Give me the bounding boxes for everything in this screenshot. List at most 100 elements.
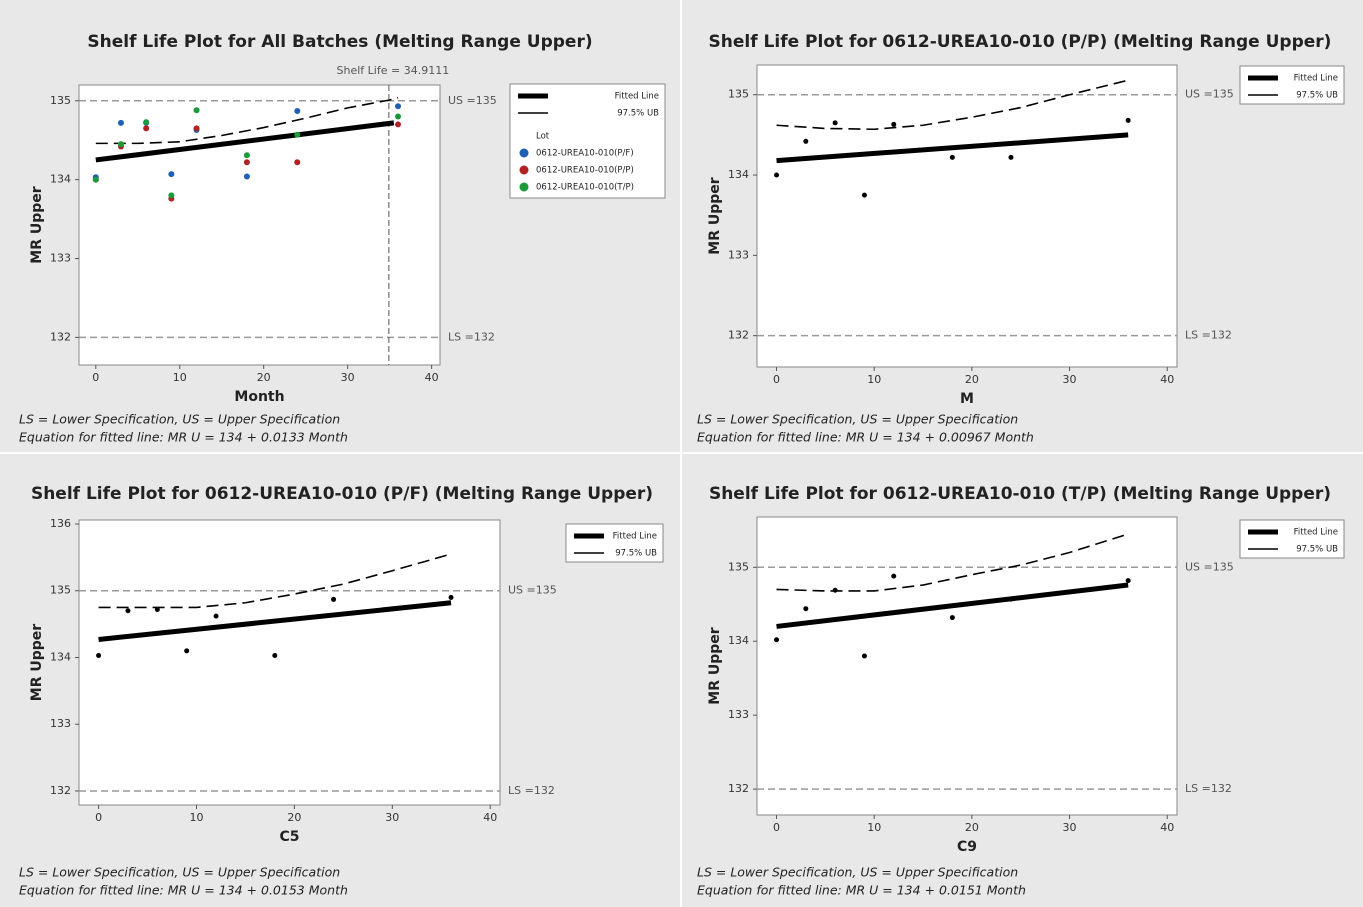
y-axis-label: MR Upper (29, 624, 45, 701)
data-point (184, 648, 190, 654)
data-point (193, 125, 200, 132)
data-point (96, 652, 102, 658)
legend-title: Lot (536, 132, 550, 142)
y-tick-label: 136 (50, 517, 71, 530)
legend-box (1239, 519, 1345, 559)
data-point (1125, 117, 1131, 123)
x-axis-label: Month (234, 389, 284, 405)
y-tick-label: 134 (50, 650, 71, 663)
legend-box (1239, 65, 1345, 105)
y-tick-label: 132 (728, 782, 749, 795)
data-point (117, 119, 124, 126)
plot-area (78, 519, 501, 806)
legend-box (509, 83, 666, 199)
x-tick-label: 20 (965, 821, 979, 834)
spec-label: US =135 (1185, 560, 1234, 573)
y-tick-label: 134 (50, 173, 71, 186)
x-tick-label: 10 (173, 371, 187, 384)
spec-label: LS =132 (448, 330, 495, 343)
x-tick-label: 40 (1160, 373, 1174, 386)
fitted-line (776, 582, 1129, 629)
upper-bound-line (776, 79, 1129, 131)
x-tick-label: 0 (773, 373, 780, 386)
plot-area (756, 64, 1178, 368)
x-tick-label: 30 (1063, 373, 1077, 386)
data-point (949, 154, 955, 160)
spec-label: LS =132 (1185, 782, 1232, 795)
data-point (395, 113, 402, 120)
legend-swatch (519, 182, 529, 192)
footnote: Equation for fitted line: MR U = 134 + 0… (697, 883, 1026, 898)
legend-label: 97.5% UB (1296, 545, 1338, 555)
data-point (949, 615, 955, 621)
spec-label: US =135 (448, 94, 497, 107)
data-point (213, 613, 219, 619)
data-point (832, 587, 838, 593)
legend-label: 97.5% UB (617, 109, 659, 119)
y-tick-label: 135 (50, 584, 71, 597)
chart-panel: Shelf Life Plot for 0612-UREA10-010 (T/P… (697, 484, 1345, 898)
chart-title: Shelf Life Plot for All Batches (Melting… (87, 32, 592, 52)
legend-label: 0612-UREA10-010(P/P) (536, 166, 634, 176)
spec-label: LS =132 (1185, 329, 1232, 342)
data-point (168, 192, 175, 199)
x-tick-label: 30 (1063, 821, 1077, 834)
y-tick-label: 133 (728, 248, 749, 261)
data-point (774, 637, 780, 643)
data-point (861, 653, 867, 659)
data-point (803, 606, 809, 612)
plot-area (756, 516, 1178, 816)
footnote: Equation for fitted line: MR U = 134 + 0… (19, 430, 348, 445)
y-tick-label: 132 (50, 330, 71, 343)
spec-label: US =135 (508, 584, 557, 597)
data-point (1125, 578, 1131, 584)
data-point (143, 125, 150, 132)
footnote: Equation for fitted line: MR U = 134 + 0… (19, 883, 348, 898)
fitted-line (776, 132, 1129, 164)
y-axis-label: MR Upper (29, 186, 45, 263)
legend-label: 97.5% UB (1296, 91, 1338, 101)
legend-swatch (519, 148, 529, 158)
y-tick-label: 134 (728, 634, 749, 647)
chart-title: Shelf Life Plot for 0612-UREA10-010 (P/P… (709, 32, 1332, 52)
x-axis-label: C9 (957, 839, 977, 855)
data-point (168, 171, 175, 178)
y-tick-label: 135 (728, 560, 749, 573)
x-tick-label: 20 (257, 371, 271, 384)
y-axis-label: MR Upper (707, 627, 723, 704)
footnote: Equation for fitted line: MR U = 134 + 0… (697, 430, 1034, 445)
x-tick-label: 0 (95, 811, 102, 824)
x-tick-label: 40 (483, 811, 497, 824)
y-tick-label: 133 (728, 708, 749, 721)
chart-panel: Shelf Life Plot for 0612-UREA10-010 (P/P… (697, 32, 1345, 445)
plot-area (78, 84, 441, 366)
footnote: LS = Lower Specification, US = Upper Spe… (19, 865, 340, 880)
y-tick-label: 132 (728, 329, 749, 342)
x-tick-label: 0 (92, 371, 99, 384)
data-point (331, 596, 337, 602)
legend-label: Fitted Line (615, 92, 659, 102)
data-point (832, 120, 838, 126)
data-point (861, 192, 867, 198)
legend-label: 0612-UREA10-010(T/P) (536, 183, 634, 193)
y-tick-label: 133 (50, 717, 71, 730)
data-point (193, 107, 200, 114)
upper-bound-line (98, 553, 452, 609)
x-tick-label: 40 (425, 371, 439, 384)
legend-label: Fitted Line (1294, 528, 1338, 538)
chart-title: Shelf Life Plot for 0612-UREA10-010 (T/P… (709, 484, 1331, 504)
data-point (774, 172, 780, 178)
x-tick-label: 40 (1160, 821, 1174, 834)
legend-label: Fitted Line (613, 532, 657, 542)
legend-label: 0612-UREA10-010(P/F) (536, 149, 634, 159)
x-tick-label: 20 (287, 811, 301, 824)
data-point (448, 594, 454, 600)
footnote: LS = Lower Specification, US = Upper Spe… (697, 865, 1018, 880)
upper-bound-line (95, 96, 399, 145)
footnote: LS = Lower Specification, US = Upper Spe… (19, 412, 340, 427)
y-tick-label: 134 (728, 168, 749, 181)
x-tick-label: 20 (965, 373, 979, 386)
y-axis-label: MR Upper (707, 177, 723, 254)
data-point (272, 652, 278, 658)
